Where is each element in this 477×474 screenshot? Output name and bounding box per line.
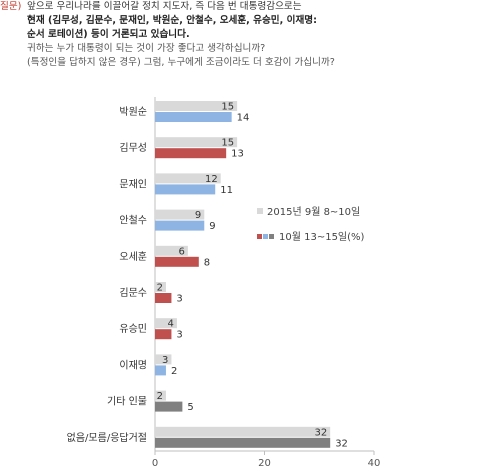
bar-value-label-series-2: 9 xyxy=(209,221,215,232)
bar-series-2 xyxy=(155,220,205,231)
bar-series-2 xyxy=(155,401,183,412)
legend-label-series-1: 2015년 9월 8~10일 xyxy=(267,206,360,218)
legend-swatch-series-1 xyxy=(257,208,263,214)
bar-value-label-series-2: 14 xyxy=(237,113,250,124)
bar-series-2 xyxy=(155,293,172,303)
bar-value-label-series-1: 2 xyxy=(157,283,163,294)
bar-value-label-series-1: 6 xyxy=(178,246,184,257)
x-tick-label: 20 xyxy=(258,458,271,469)
bar-value-label-series-1: 9 xyxy=(195,210,201,221)
bar-series-2 xyxy=(155,329,172,340)
bar-series-1 xyxy=(155,173,221,184)
bar-value-label-series-2: 5 xyxy=(187,402,193,413)
question-line-3: 순서 로테이션) 등이 거론되고 있습니다. xyxy=(27,29,190,40)
bar-series-2 xyxy=(155,148,227,159)
bar-series-1 xyxy=(155,101,238,111)
category-label: 김문수 xyxy=(119,287,147,299)
question-prefix: 질문) xyxy=(0,1,22,12)
bar-series-1 xyxy=(155,426,331,437)
bar-value-label-series-2: 32 xyxy=(335,438,348,449)
legend-label-series-2: 10월 13~15일(%) xyxy=(279,231,365,243)
category-label: 기타 인물 xyxy=(107,396,147,408)
bar-series-2 xyxy=(155,437,331,448)
category-label: 오세훈 xyxy=(119,250,147,263)
bar-value-label-series-2: 3 xyxy=(176,330,182,341)
bar-series-2 xyxy=(155,112,232,122)
bar-series-1 xyxy=(155,390,166,401)
legend-swatch-series-2-blue xyxy=(263,234,268,239)
survey-question: 질문) 앞으로 우리나라를 이끌어갈 정치 지도자, 즉 다음 번 대통령감으로는… xyxy=(0,0,470,70)
bar-series-1 xyxy=(155,245,188,256)
bar-value-label-series-1: 15 xyxy=(221,138,234,149)
bar-value-label-series-2: 13 xyxy=(231,149,244,160)
category-label: 박원순 xyxy=(119,106,147,118)
bar-value-label-series-2: 8 xyxy=(204,257,210,268)
bar-value-label-series-1: 15 xyxy=(221,102,234,113)
bar-series-2 xyxy=(155,256,199,267)
bar-series-1 xyxy=(155,137,238,148)
category-label: 문재인 xyxy=(119,178,147,190)
question-line-4: 귀하는 누가 대통령이 되는 것이 가장 좋다고 생각하십니까? xyxy=(27,43,266,54)
bar-series-2 xyxy=(155,365,166,376)
legend-swatch-series-2-gray xyxy=(269,234,274,239)
bar-series-2 xyxy=(155,184,216,195)
question-line-5: (특정인을 답하지 않은 경우) 그럼, 누구에게 조금이라도 더 호감이 가십… xyxy=(27,57,335,68)
bar-value-label-series-1: 2 xyxy=(157,391,163,402)
bar-value-label-series-1: 32 xyxy=(314,427,327,438)
bar-value-label-series-2: 2 xyxy=(171,366,177,377)
category-label: 김무성 xyxy=(119,142,147,154)
bar-series-1 xyxy=(155,354,172,365)
bar-series-1 xyxy=(155,209,205,220)
bar-series-1 xyxy=(155,318,177,329)
question-line-2: 현재 (김무성, 김문수, 문재인, 박원순, 안철수, 오세훈, 유승민, 이… xyxy=(27,15,317,26)
bar-value-label-series-2: 3 xyxy=(176,294,182,305)
category-label: 없음/모름/응답거절 xyxy=(67,431,147,444)
question-line-1: 앞으로 우리나라를 이끌어갈 정치 지도자, 즉 다음 번 대통령감으로는 xyxy=(27,1,302,12)
bar-value-label-series-1: 3 xyxy=(162,355,168,366)
bar-value-label-series-1: 12 xyxy=(205,174,218,185)
category-label: 유승민 xyxy=(119,323,147,335)
x-tick-label: 40 xyxy=(368,458,381,469)
category-label: 이재명 xyxy=(119,359,147,371)
bar-value-label-series-1: 4 xyxy=(168,319,174,330)
bar-series-1 xyxy=(155,282,166,292)
legend-swatch-series-2-red xyxy=(257,234,262,239)
x-tick-label: 0 xyxy=(152,458,158,469)
category-label: 안철수 xyxy=(119,215,147,227)
bar-value-label-series-2: 11 xyxy=(220,185,233,196)
